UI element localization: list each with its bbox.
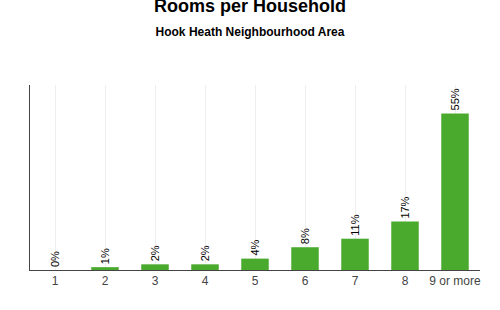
svg-text:8%: 8% <box>299 228 311 244</box>
svg-text:55%: 55% <box>449 88 461 110</box>
svg-text:3: 3 <box>152 274 159 288</box>
svg-text:8: 8 <box>402 274 409 288</box>
svg-text:Rooms per HouseholdHook Heath: Rooms per HouseholdHook Heath Neighbourh… <box>154 0 346 39</box>
svg-text:2: 2 <box>102 274 109 288</box>
svg-text:9 or more: 9 or more <box>429 274 481 288</box>
svg-text:7: 7 <box>352 274 359 288</box>
svg-text:0%: 0% <box>49 251 61 267</box>
svg-text:11%: 11% <box>349 214 361 235</box>
svg-text:1: 1 <box>52 274 59 288</box>
svg-text:1%: 1% <box>99 248 111 264</box>
svg-text:2%: 2% <box>149 245 161 261</box>
svg-text:2%: 2% <box>199 245 211 261</box>
svg-text:5: 5 <box>252 274 259 288</box>
svg-text:6: 6 <box>302 274 309 288</box>
svg-text:17%: 17% <box>399 196 411 218</box>
svg-text:4%: 4% <box>249 240 261 256</box>
svg-text:4: 4 <box>202 274 209 288</box>
